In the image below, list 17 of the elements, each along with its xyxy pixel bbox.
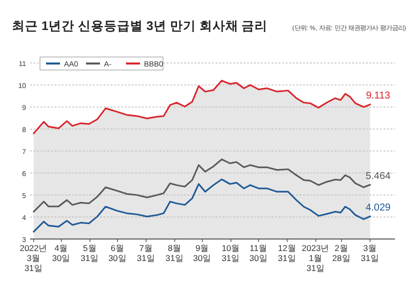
data-label: 4.029 [366, 202, 392, 214]
data-label: 9.113 [366, 90, 391, 102]
x-tick-label: 10월 31일 [222, 243, 240, 263]
x-tick-label: 11월 30일 [249, 243, 268, 263]
data-label: 5.464 [366, 170, 392, 182]
x-tick-label: 7월 31일 [136, 243, 156, 263]
x-tick-label: 2022년 3월 31일 [20, 243, 48, 273]
x-tick-label: 2023년 1월 31일 [302, 243, 330, 273]
x-tick-label: 8월 31일 [165, 243, 184, 263]
x-tick-label: 2월 28일 [332, 243, 351, 263]
x-tick-label: 5월 31일 [80, 243, 100, 263]
chart-title: 최근 1년간 신용등급별 3년 만기 회사채 금리 [12, 19, 268, 33]
x-tick-label: 4월 30일 [52, 243, 71, 263]
x-tick-label: 3월 31일 [360, 243, 380, 263]
x-tick-label: 12월 31일 [278, 243, 296, 263]
x-tick-label: 6월 30일 [108, 243, 127, 263]
x-tick-label: 9월 30일 [193, 243, 212, 263]
